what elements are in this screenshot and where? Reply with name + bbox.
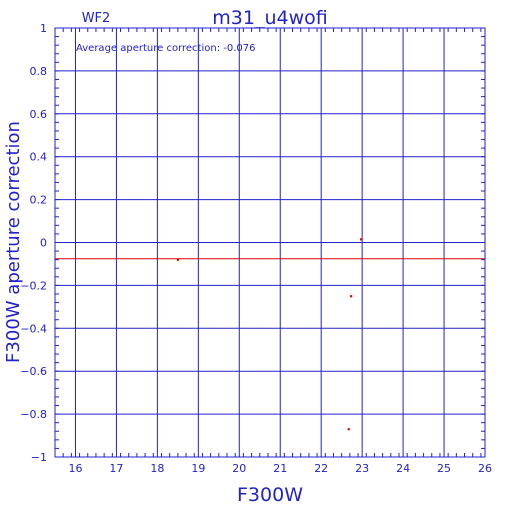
y-tick-label: 0 (40, 237, 47, 250)
x-tick-label: 26 (478, 462, 492, 475)
y-tick-label: 0.2 (30, 194, 48, 207)
average-correction-annotation: Average aperture correction: -0.076 (76, 43, 256, 54)
data-point (176, 258, 180, 261)
y-tick-label: 0.4 (30, 151, 48, 164)
x-tick-label: 17 (109, 462, 123, 475)
data-point (350, 295, 353, 298)
data-point (359, 238, 363, 241)
x-tick-label: 20 (232, 462, 246, 475)
data-point (347, 428, 350, 431)
x-axis-label: F300W (237, 484, 303, 506)
y-tick-label: −0.2 (20, 279, 47, 292)
y-tick-label: 1 (40, 22, 47, 35)
plot-area: 16 17 18 19 20 21 22 23 24 25 26 −1 −0.8 −0.6 −0.4 −0.2… (20, 22, 492, 475)
x-tick-label: 16 (68, 462, 82, 475)
y-tick-label: −0.6 (20, 365, 47, 378)
x-tick-label: 23 (355, 462, 369, 475)
x-tick-label: 21 (273, 462, 287, 475)
x-tick-label: 22 (314, 462, 328, 475)
x-tick-label: 24 (396, 462, 410, 475)
x-tick-label: 19 (191, 462, 205, 475)
y-tick-label: −0.8 (20, 408, 47, 421)
y-tick-label: −1 (31, 451, 47, 464)
y-tick-label: 0.8 (30, 65, 48, 78)
y-axis-label: F300W aperture correction (3, 121, 24, 363)
y-tick-label: 0.6 (30, 108, 48, 121)
x-tick-label: 25 (437, 462, 451, 475)
chip-label: WF2 (82, 11, 111, 26)
chart-title: m31_u4wofi (212, 7, 327, 29)
x-tick-label: 18 (150, 462, 164, 475)
y-tick-label: −0.4 (20, 322, 47, 335)
